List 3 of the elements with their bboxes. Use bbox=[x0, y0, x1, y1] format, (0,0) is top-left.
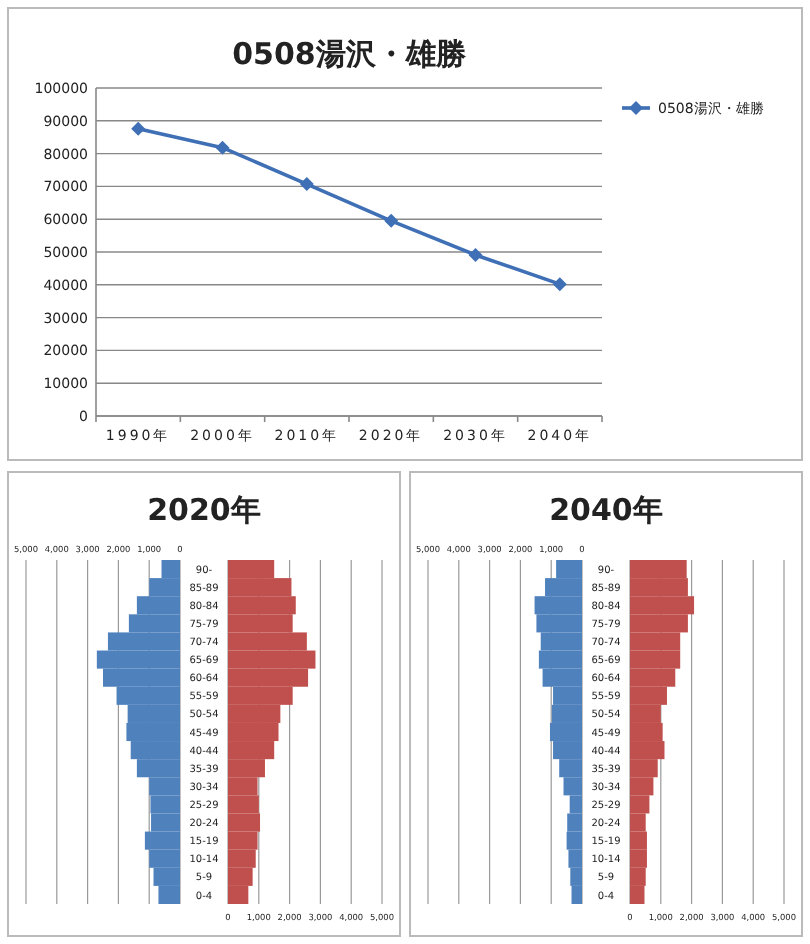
chart-title: 0508湯沢・雄勝 bbox=[232, 36, 468, 72]
chart-title: 2040年 bbox=[549, 492, 663, 528]
chart-title: 2020年 bbox=[147, 492, 261, 528]
